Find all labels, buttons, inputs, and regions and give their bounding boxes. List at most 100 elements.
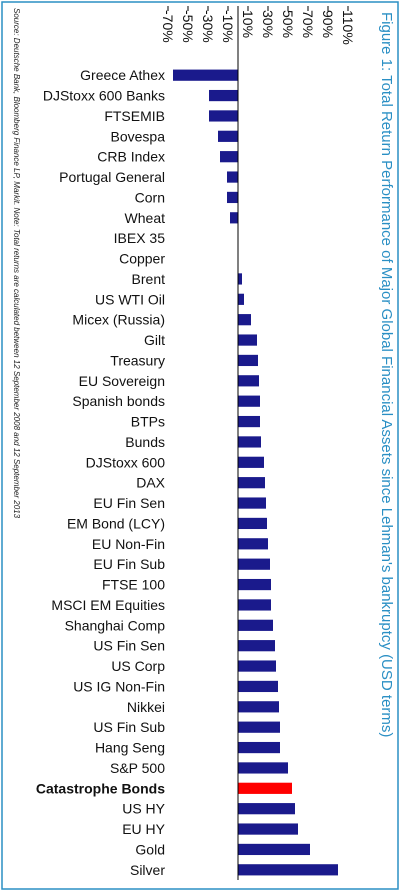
source-note: Source: Deutsche Bank, Bloomberg Finance…	[12, 8, 21, 519]
bar-bunds	[238, 436, 261, 448]
bar-us-fin-sen	[238, 640, 275, 652]
x-tick-label: -70%	[160, 10, 176, 43]
bar-crb-index	[220, 151, 238, 163]
x-tick-label-group: 70%	[300, 10, 316, 38]
bar-eu-fin-sub	[238, 558, 270, 570]
category-label: DJStoxx 600 Banks	[43, 88, 165, 104]
category-label: Catastrophe Bonds	[36, 780, 165, 796]
x-tick-label-group: 30%	[260, 10, 276, 38]
bar-em-bond-lcy	[238, 517, 267, 530]
bar-silver	[238, 864, 338, 876]
category-label: US Fin Sen	[93, 638, 165, 654]
bar-corn	[227, 191, 238, 204]
bar-msci-em-equities	[238, 599, 271, 611]
category-label: Hang Seng	[95, 740, 165, 756]
category-label: BTPs	[131, 414, 165, 430]
category-label: Copper	[119, 251, 165, 267]
category-label: EU Fin Sub	[93, 556, 165, 572]
category-label: Bunds	[125, 434, 165, 450]
bar-treasury	[238, 354, 258, 367]
category-label: EU Sovereign	[79, 373, 165, 389]
category-label: FTSE 100	[102, 577, 165, 593]
x-tick-label: 70%	[300, 10, 316, 38]
bar-us-wti-oil	[238, 293, 244, 305]
bar-catastrophe-bonds	[238, 782, 292, 794]
bar-portugal-general	[227, 171, 238, 183]
chart-title-text: Figure 1: Total Return Performance of Ma…	[378, 12, 395, 737]
category-label: DJStoxx 600	[86, 454, 166, 470]
x-tick-label-group: 110%	[340, 10, 356, 45]
category-label: DAX	[136, 475, 165, 491]
bar-greece-athex	[173, 69, 238, 81]
bar-eu-sovereign	[238, 375, 259, 387]
category-label: Spanish bonds	[72, 393, 165, 409]
category-label: US HY	[122, 801, 165, 817]
x-tick-label-group: -30%	[200, 10, 216, 43]
category-label: Treasury	[110, 352, 165, 368]
x-tick-label-group: -70%	[160, 10, 176, 43]
category-label: EM Bond (LCY)	[67, 515, 165, 531]
category-label: IBEX 35	[114, 230, 166, 246]
category-label: Shanghai Comp	[65, 617, 166, 633]
x-axis: -70% -50% -30% -10% 10% 30% 50% 70% 90% 110%	[160, 6, 356, 45]
category-label: Corn	[135, 189, 165, 205]
bar-eu-fin-sen	[238, 497, 266, 509]
category-label: US IG Non-Fin	[73, 678, 165, 694]
category-label: Nikkei	[127, 699, 165, 715]
source-note-text: Source: Deutsche Bank, Bloomberg Finance…	[12, 8, 21, 519]
category-label: EU Non-Fin	[92, 536, 165, 552]
bar-eu-non-fin	[238, 538, 268, 550]
bar-gilt	[238, 334, 257, 346]
category-label: Silver	[130, 862, 165, 878]
category-label: MSCI EM Equities	[51, 597, 165, 613]
bar-wheat	[230, 212, 238, 224]
bar-ftsemib	[209, 110, 238, 122]
category-label: US Corp	[111, 658, 165, 674]
category-label: EU HY	[122, 821, 165, 837]
category-label: FTSEMIB	[104, 108, 165, 124]
x-tick-label: 10%	[240, 10, 256, 38]
category-label: EU Fin Sen	[93, 495, 165, 511]
category-label: Bovespa	[111, 128, 166, 144]
category-label: S&P 500	[110, 760, 165, 776]
x-tick-label: 90%	[320, 10, 336, 38]
bar-ftse-100	[238, 578, 271, 591]
x-tick-label: -30%	[200, 10, 216, 43]
x-tick-label-group: 90%	[320, 10, 336, 38]
bar-s-p-500	[238, 762, 288, 774]
category-label: US Fin Sub	[93, 719, 165, 735]
category-label: Portugal General	[59, 169, 165, 185]
bar-eu-hy	[238, 823, 298, 835]
bar-micex-russia	[238, 314, 251, 326]
bar-us-hy	[238, 803, 295, 815]
category-label: Greece Athex	[80, 67, 165, 83]
bars	[173, 69, 338, 876]
bar-brent	[238, 273, 242, 285]
bar-dax	[238, 477, 265, 489]
x-tick-label-group: -10%	[220, 10, 236, 43]
bar-spanish-bonds	[238, 395, 260, 407]
bar-us-ig-non-fin	[238, 680, 278, 693]
bar-nikkei	[238, 701, 279, 713]
bar-bovespa	[218, 130, 238, 142]
x-tick-label: -10%	[220, 10, 236, 43]
category-label: Brent	[132, 271, 166, 287]
bar-shanghai-comp	[238, 619, 273, 631]
chart-title: Figure 1: Total Return Performance of Ma…	[378, 12, 395, 737]
x-tick-label-group: 10%	[240, 10, 256, 38]
x-tick-label-group: -50%	[180, 10, 196, 43]
category-label: Gilt	[144, 332, 165, 348]
x-tick-label: 110%	[340, 10, 356, 45]
category-label: Wheat	[125, 210, 166, 226]
bar-hang-seng	[238, 741, 280, 754]
x-tick-label: -50%	[180, 10, 196, 43]
bar-btps	[238, 415, 260, 428]
category-label: Gold	[135, 841, 165, 857]
x-tick-label-group: 50%	[280, 10, 296, 38]
category-labels: Greece Athex DJStoxx 600 Banks FTSEMIB Bove…	[36, 67, 166, 878]
bar-us-corp	[238, 660, 276, 672]
bar-gold	[238, 843, 310, 856]
